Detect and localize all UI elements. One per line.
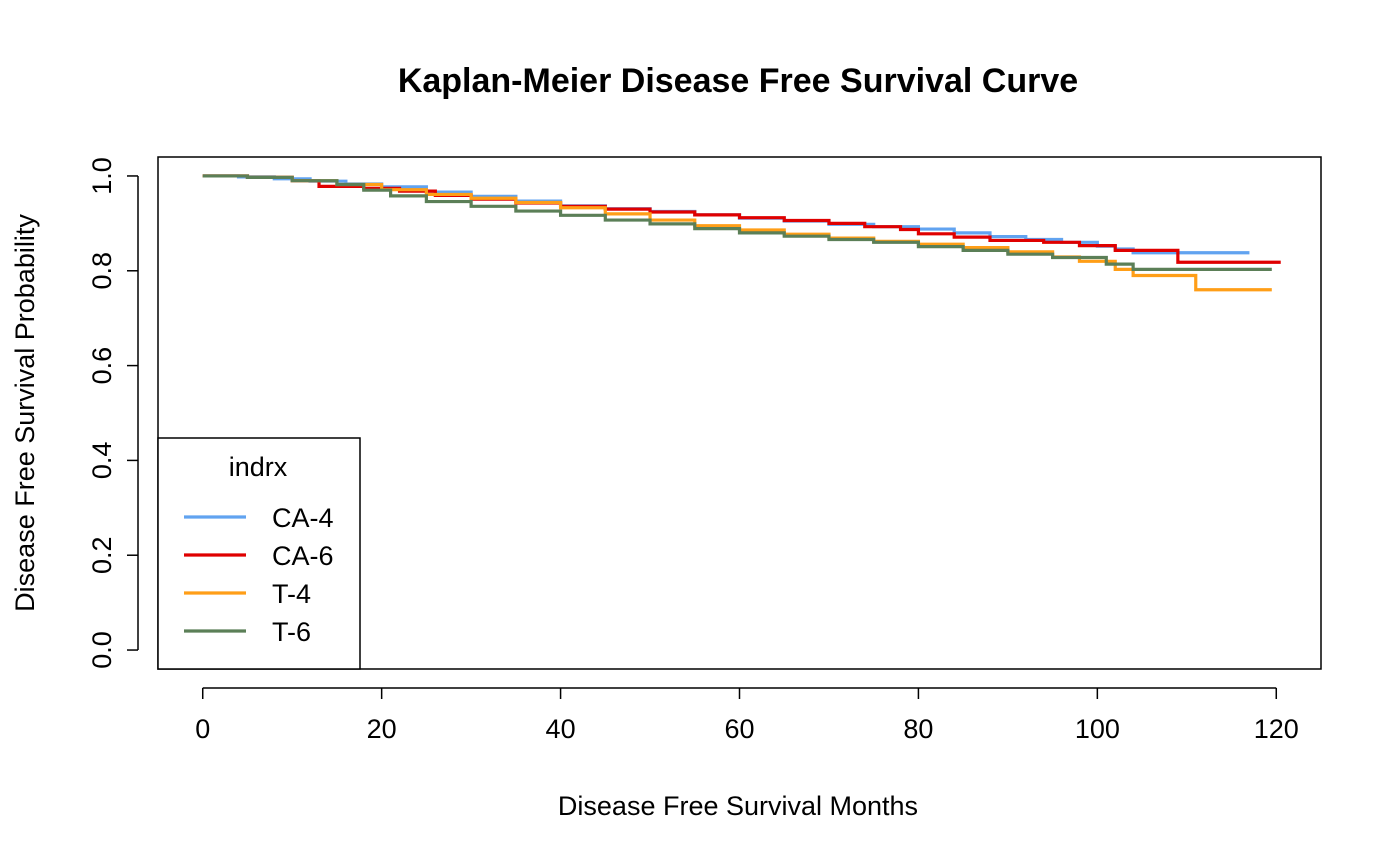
- legend-label-t-4: T-4: [272, 579, 311, 609]
- x-tick-label: 80: [903, 714, 933, 744]
- y-tick-label: 0.6: [87, 347, 117, 385]
- x-tick-label: 40: [546, 714, 576, 744]
- x-tick-label: 60: [724, 714, 754, 744]
- legend-label-t-6: T-6: [272, 617, 311, 647]
- x-tick-label: 0: [195, 714, 210, 744]
- y-tick-label: 0.0: [87, 631, 117, 669]
- y-axis: 0.0 0.2 0.4 0.6 0.8 1.0: [87, 157, 139, 669]
- y-axis-label: Disease Free Survival Probability: [10, 214, 40, 612]
- curve-ca-6: [202, 174, 1281, 264]
- x-axis: 0 20 40 60 80 100 120: [195, 687, 1299, 744]
- legend: indrx CA-4 CA-6 T-4 T-6: [157, 437, 361, 670]
- chart-title: Kaplan-Meier Disease Free Survival Curve: [398, 62, 1078, 100]
- x-tick-label: 120: [1254, 714, 1299, 744]
- y-tick-label: 0.8: [87, 252, 117, 290]
- x-axis-label: Disease Free Survival Months: [558, 791, 918, 821]
- legend-label-ca-6: CA-6: [272, 541, 334, 571]
- survival-curves: [202, 174, 1281, 292]
- x-tick-label: 100: [1075, 714, 1120, 744]
- curve-t-6: [202, 174, 1272, 271]
- y-tick-label: 0.2: [87, 536, 117, 574]
- y-tick-label: 0.4: [87, 442, 117, 480]
- x-tick-label: 20: [367, 714, 397, 744]
- legend-label-ca-4: CA-4: [272, 503, 334, 533]
- plot-frame: [157, 156, 1322, 670]
- legend-title: indrx: [229, 452, 288, 482]
- y-tick-label: 1.0: [87, 157, 117, 195]
